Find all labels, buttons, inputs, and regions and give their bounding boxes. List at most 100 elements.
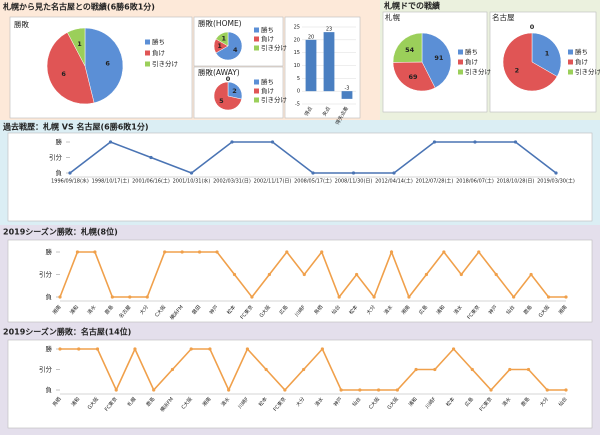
- legend-label: 勝ち: [152, 37, 165, 46]
- slice-label: 0: [530, 23, 535, 31]
- point: [189, 171, 194, 175]
- slice-label: 54: [405, 46, 415, 54]
- point: [392, 171, 396, 175]
- chart-title: 2019シーズン勝敗：札幌(8位): [3, 227, 118, 237]
- point: [264, 367, 268, 372]
- pie-slice: [215, 31, 229, 47]
- point: [442, 250, 446, 254]
- x-tick-label: 広島: [463, 396, 475, 408]
- point: [93, 250, 97, 254]
- x-tick-label: 仙台: [330, 304, 342, 316]
- pie-title: 名古屋: [492, 12, 515, 22]
- point: [270, 140, 275, 144]
- x-tick-label: 鳥栖: [51, 396, 63, 408]
- y-tick-label: 15: [294, 50, 300, 56]
- legend-label: 負け: [261, 34, 274, 43]
- x-tick-label: 大分: [295, 396, 307, 408]
- x-tick-label: 大分: [138, 304, 150, 316]
- main-title: 札幌から見た名古屋との戦績(6勝6敗1分): [2, 2, 155, 12]
- slice-label: 2: [232, 87, 237, 95]
- point: [451, 347, 456, 351]
- point: [133, 347, 137, 351]
- point: [337, 295, 341, 299]
- x-tick-label: 浦和: [435, 304, 447, 316]
- legend-label: 引き分け: [261, 95, 287, 104]
- x-tick-label: 2008/05/17(土): [294, 178, 332, 185]
- point: [376, 388, 381, 392]
- point: [189, 347, 193, 351]
- pie-title: 勝敗: [14, 19, 29, 29]
- y-tick-label: 負: [46, 292, 53, 301]
- legend-label: 勝ち: [261, 25, 274, 34]
- x-tick-label: 得点: [303, 105, 314, 117]
- slice-label: 5: [219, 97, 224, 105]
- legend-label: 引き分け: [261, 43, 287, 52]
- point: [110, 295, 114, 299]
- pie-slice: [392, 32, 423, 63]
- slice-label: 6: [61, 70, 66, 78]
- x-tick-label: 浦和: [68, 304, 80, 316]
- legend-label: 勝ち: [575, 47, 588, 56]
- legend-label: 引き分け: [465, 67, 491, 76]
- point: [302, 272, 306, 277]
- point: [459, 272, 463, 277]
- y-tick-label: 10: [294, 63, 300, 69]
- point: [320, 347, 324, 351]
- point: [180, 250, 184, 254]
- point: [320, 250, 324, 254]
- legend-swatch: [145, 39, 150, 45]
- point: [250, 295, 254, 299]
- point: [108, 140, 113, 144]
- legend-swatch: [458, 49, 463, 55]
- point: [245, 347, 250, 351]
- point: [215, 250, 219, 254]
- pie-slice: [531, 32, 562, 77]
- point: [77, 347, 81, 351]
- point: [227, 388, 231, 392]
- y-tick-label: 5: [297, 76, 300, 82]
- pie-title: 札幌: [385, 12, 400, 22]
- legend-swatch: [458, 59, 463, 65]
- legend-swatch: [254, 45, 259, 51]
- bar-value: 20: [308, 34, 314, 40]
- legend-swatch: [254, 36, 259, 42]
- point: [152, 388, 156, 392]
- point: [395, 388, 399, 392]
- y-tick-label: 引分: [39, 270, 53, 279]
- bar: [323, 32, 335, 92]
- line: [60, 347, 566, 392]
- slice-label: 1: [217, 42, 222, 50]
- x-tick-label: 広島: [278, 304, 290, 316]
- slice-label: 91: [434, 54, 444, 62]
- point: [58, 347, 62, 351]
- point: [283, 388, 287, 392]
- x-tick-label: 2018/06/07(土): [456, 178, 494, 185]
- point: [432, 140, 437, 144]
- point: [489, 388, 493, 392]
- y-tick-label: 勝: [46, 344, 53, 353]
- legend-swatch: [568, 59, 573, 65]
- point: [470, 367, 474, 372]
- point: [414, 367, 418, 372]
- point: [512, 295, 516, 299]
- y-tick-label: 引分: [39, 365, 53, 374]
- point: [433, 367, 437, 372]
- point: [267, 272, 271, 277]
- x-tick-label: 鹿島: [103, 304, 115, 316]
- x-tick-label: 仙台: [505, 304, 517, 316]
- slice-label: 1: [222, 35, 227, 43]
- x-tick-label: 広島: [417, 304, 429, 316]
- point: [285, 250, 289, 254]
- x-tick-label: 鹿島: [519, 396, 531, 408]
- x-tick-label: 仙台: [351, 396, 363, 408]
- legend-swatch: [568, 49, 573, 55]
- point: [208, 347, 212, 351]
- x-tick-label: 湘南: [557, 304, 569, 316]
- pie-slice: [502, 32, 558, 92]
- point: [128, 295, 132, 299]
- bar: [341, 91, 353, 99]
- y-tick-label: 負: [46, 385, 53, 394]
- x-tick-label: 清水: [382, 304, 394, 316]
- slice-label: 6: [105, 59, 110, 67]
- point: [75, 250, 80, 254]
